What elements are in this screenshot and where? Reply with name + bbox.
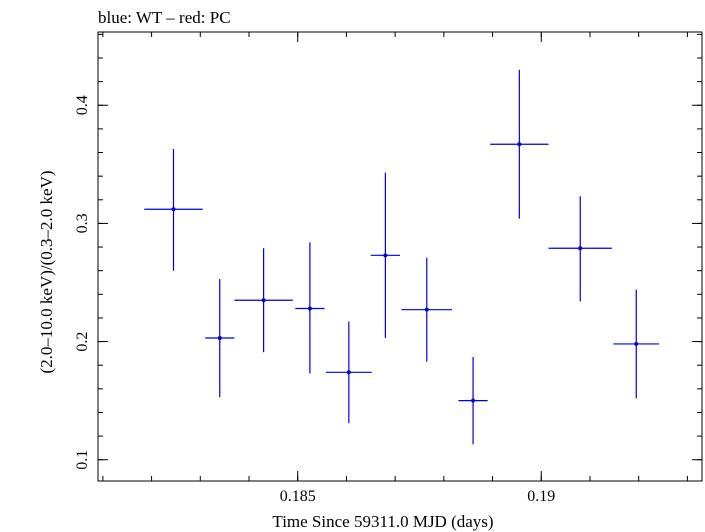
- data-marker: [261, 298, 266, 303]
- data-marker: [517, 142, 522, 147]
- x-tick-label: 0.19: [527, 488, 555, 505]
- y-tick-label: 0.4: [74, 95, 91, 115]
- y-axis-label: (2.0–10.0 keV)/(0.3–2.0 keV): [37, 170, 56, 373]
- plot-frame: [97, 31, 703, 482]
- x-tick-label: 0.185: [280, 488, 316, 505]
- chart-title: blue: WT – red: PC: [98, 8, 231, 27]
- data-point: [401, 257, 453, 362]
- data-point: [548, 196, 612, 302]
- data-layer: [144, 69, 660, 445]
- data-point: [613, 289, 660, 399]
- data-point: [458, 356, 488, 445]
- data-marker: [634, 341, 639, 346]
- data-point: [205, 278, 235, 398]
- y-tick-label: 0.3: [74, 213, 91, 233]
- y-tick-label: 0.2: [74, 332, 91, 352]
- data-marker: [471, 398, 476, 403]
- data-marker: [217, 336, 222, 341]
- data-marker: [578, 246, 583, 251]
- data-marker: [346, 370, 351, 375]
- data-marker: [171, 207, 176, 212]
- data-marker: [307, 306, 312, 311]
- data-marker: [383, 253, 388, 258]
- data-point: [234, 248, 293, 353]
- data-point: [370, 172, 400, 339]
- axes-layer: 0.185 0.19 0.1 0.2 0.3 0.4: [74, 32, 702, 505]
- data-point: [490, 69, 549, 219]
- data-marker: [424, 307, 429, 312]
- data-point: [144, 148, 203, 271]
- y-tick-label: 0.1: [74, 450, 91, 470]
- data-point: [325, 321, 372, 424]
- x-axis-label: Time Since 59311.0 MJD (days): [272, 512, 493, 531]
- data-point: [295, 242, 325, 374]
